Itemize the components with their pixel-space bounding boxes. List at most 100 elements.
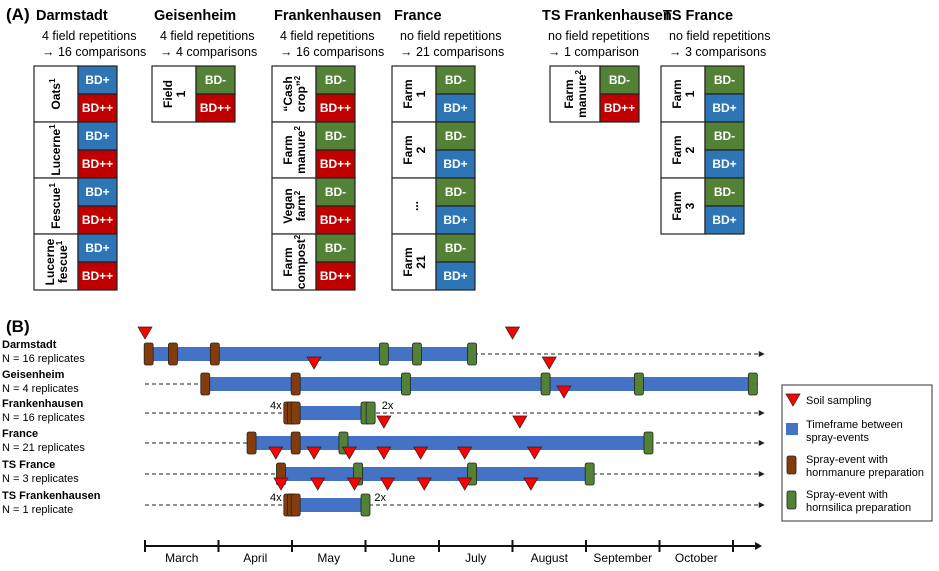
hornmanure-event	[246, 431, 257, 455]
treatment-label: BD+	[443, 157, 467, 171]
hornsilica-event	[467, 342, 477, 366]
treatment-cell	[704, 149, 745, 179]
group-block: Farm3 BD- BD+	[660, 177, 745, 235]
treatment-label: BD+	[712, 101, 736, 115]
group-label-box	[391, 121, 437, 179]
soil-sampling-marker	[541, 356, 557, 370]
site-column: Darmstadt 4 field repetitions → 16 compari…	[33, 8, 146, 291]
timeline-arrowhead	[758, 410, 765, 416]
group-label: ...	[407, 201, 421, 211]
month-label: May	[317, 551, 340, 565]
hornsilica-event	[584, 462, 595, 486]
group-label-box	[33, 121, 79, 179]
soil-sampling-marker	[379, 477, 396, 491]
legend-hornmanure-swatch	[786, 455, 797, 475]
timeline-row: TS Frankenhausen N = 1 replicate 4x 2x	[2, 477, 765, 517]
site-comparisons: → 3 comparisons	[669, 45, 766, 59]
treatment-label: BD-	[325, 73, 346, 87]
month-label: August	[531, 551, 569, 565]
soil-sampling-marker	[376, 446, 392, 460]
row-site-name: Geisenheim	[2, 369, 65, 381]
treatment-label: BD-	[445, 185, 466, 199]
treatment-cell	[195, 93, 236, 123]
treatment-label: BD++	[320, 157, 351, 171]
treatment-cell	[435, 205, 476, 235]
treatment-cell	[315, 121, 356, 151]
group-label: Lucernefescue1	[43, 238, 70, 285]
treatment-label: BD++	[82, 269, 113, 283]
soil-sampling-marker	[556, 385, 572, 399]
group-label: Fescue1	[48, 183, 63, 229]
group-label-box	[660, 65, 706, 123]
legend-timeframe-swatch	[786, 423, 798, 435]
treatment-cell	[704, 93, 745, 123]
month-label: September	[593, 551, 652, 565]
hornsilica-event	[360, 493, 371, 517]
treatment-label: BD-	[714, 185, 735, 199]
row-site-name: TS France	[2, 459, 55, 471]
timeframe-bar	[288, 406, 366, 420]
treatment-cell	[315, 65, 356, 95]
group-label-box	[391, 65, 437, 123]
treatment-cell	[77, 93, 118, 123]
treatment-cell	[77, 261, 118, 291]
hornsilica-event	[540, 372, 551, 396]
treatment-label: BD++	[82, 157, 113, 171]
group-label: Farm3	[670, 191, 697, 220]
legend-hornmanure-label-2: hornmanure preparation	[806, 467, 924, 479]
treatment-label: BD+	[85, 129, 109, 143]
group-block: Field1 BD- BD++	[151, 65, 236, 123]
treatment-cell	[77, 65, 118, 95]
soil-sampling-marker	[504, 326, 521, 340]
spray-count-label: 4x	[270, 400, 282, 412]
treatment-label: BD-	[714, 73, 735, 87]
axis-arrowhead	[755, 542, 763, 550]
group-label-box	[33, 177, 79, 235]
group-block: Farmmanure2 BD- BD++	[549, 65, 640, 123]
soil-sampling-marker	[526, 446, 543, 460]
site-desc: no field repetitions	[400, 29, 501, 43]
treatment-label: BD-	[714, 129, 735, 143]
treatment-cell	[704, 205, 745, 235]
group-label: Field1	[161, 80, 188, 108]
hornmanure-event	[290, 401, 301, 425]
treatment-label: BD-	[445, 73, 466, 87]
soil-sampling-marker	[376, 415, 392, 429]
treatment-label: BD++	[320, 101, 351, 115]
treatment-cell	[704, 177, 745, 207]
legend-timeframe-label-2: spray-events	[806, 432, 869, 444]
treatment-label: BD+	[85, 241, 109, 255]
panel-b-tag: (B)	[6, 317, 30, 336]
site-title: TS France	[663, 8, 733, 24]
treatment-cell	[315, 261, 356, 291]
timeframe-bar	[280, 467, 590, 481]
group-block: Oats1 BD+ BD++	[33, 65, 118, 123]
group-block: Farmcompost2 BD- BD++	[271, 233, 356, 291]
group-label: “Cashcrop”2	[281, 75, 308, 112]
soil-sampling-marker	[306, 356, 322, 370]
treatment-cell	[315, 93, 356, 123]
soil-sampling-marker	[523, 477, 539, 491]
treatment-cell	[315, 233, 356, 263]
treatment-label: BD-	[445, 129, 466, 143]
hornmanure-event	[290, 493, 301, 517]
soil-sampling-marker	[310, 477, 326, 491]
site-title: Geisenheim	[154, 8, 236, 24]
treatment-label: BD+	[712, 157, 736, 171]
group-block: Lucernefescue1 BD+ BD++	[33, 233, 118, 291]
treatment-label: BD-	[325, 185, 346, 199]
group-block: Farm1 BD- BD+	[391, 65, 476, 123]
group-block: Farm1 BD- BD+	[660, 65, 745, 123]
group-block: “Cashcrop”2 BD- BD++	[271, 65, 356, 123]
soil-sampling-marker	[268, 446, 284, 460]
group-block: Farm2 BD- BD+	[391, 121, 476, 179]
site-desc: 4 field repetitions	[280, 29, 375, 43]
treatment-label: BD++	[604, 101, 635, 115]
row-site-name: TS Frankenhausen	[2, 490, 101, 502]
hornmanure-event	[200, 372, 211, 396]
hornsilica-event	[401, 372, 411, 396]
hornsilica-event	[747, 372, 758, 396]
site-title: France	[394, 8, 442, 24]
treatment-label: BD+	[712, 213, 736, 227]
